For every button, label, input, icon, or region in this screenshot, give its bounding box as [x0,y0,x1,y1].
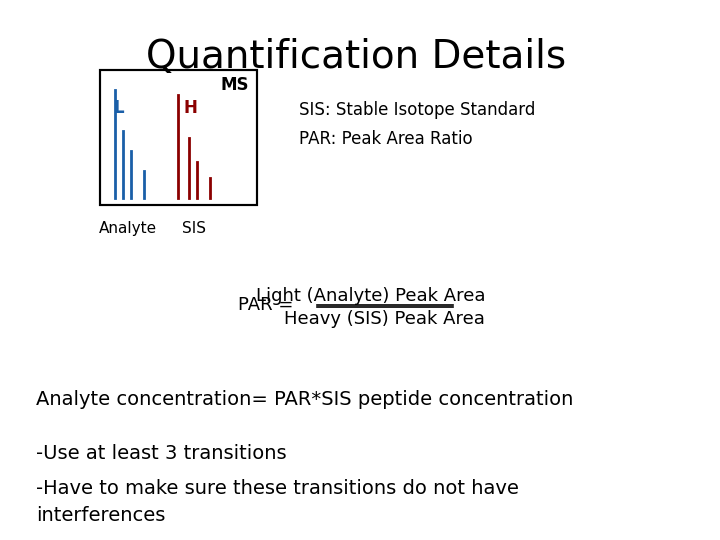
Text: Quantification Details: Quantification Details [146,38,567,76]
FancyBboxPatch shape [100,70,171,205]
Text: Analyte concentration= PAR*SIS peptide concentration: Analyte concentration= PAR*SIS peptide c… [35,390,573,409]
Text: SIS: SIS [182,221,206,237]
Text: -Use at least 3 transitions: -Use at least 3 transitions [35,444,287,463]
Text: SIS: Stable Isotope Standard
PAR: Peak Area Ratio: SIS: Stable Isotope Standard PAR: Peak A… [300,100,536,148]
Text: Light (Analyte) Peak Area: Light (Analyte) Peak Area [256,287,485,305]
Text: L: L [113,99,124,117]
Text: MS: MS [221,76,249,93]
Text: -Have to make sure these transitions do not have
interferences: -Have to make sure these transitions do … [35,480,518,525]
Text: Heavy (SIS) Peak Area: Heavy (SIS) Peak Area [284,310,485,328]
FancyBboxPatch shape [100,70,256,205]
FancyBboxPatch shape [171,70,236,205]
Text: Analyte: Analyte [99,221,157,237]
Text: H: H [184,99,198,117]
Text: PAR =: PAR = [238,296,300,314]
